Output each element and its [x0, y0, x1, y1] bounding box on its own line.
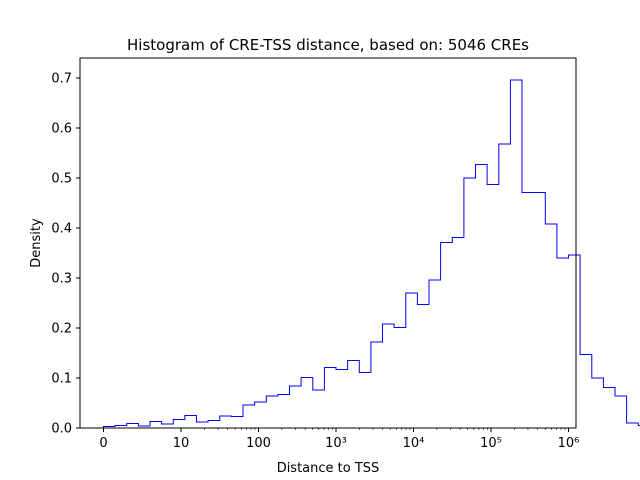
y-tick-label: 0.3	[51, 272, 72, 287]
x-axis-ticks: 0 10 100 10³ 10⁴ 10⁵ 10⁶	[99, 428, 579, 451]
y-tick-label: 0.2	[51, 322, 72, 337]
y-axis-label: Density	[29, 218, 44, 268]
x-tick-label: 10⁶	[558, 436, 580, 451]
x-tick-label: 0	[99, 436, 107, 451]
x-tick-label: 10	[173, 436, 190, 451]
y-tick-label: 0.6	[51, 122, 72, 137]
y-tick-label: 0.1	[51, 372, 72, 387]
x-tick-label: 100	[246, 436, 271, 451]
histogram-step-line	[103, 79, 640, 428]
y-axis-ticks: 0.0 0.1 0.2 0.3 0.4 0.5 0.6 0.7	[51, 72, 80, 437]
y-tick-label: 0.5	[51, 172, 72, 187]
plot-frame	[79, 57, 577, 429]
y-tick-label: 0.7	[51, 72, 72, 87]
x-tick-label: 10⁴	[403, 436, 425, 451]
y-tick-label: 0.4	[51, 222, 72, 237]
x-tick-label: 10⁵	[480, 436, 502, 451]
x-axis-label: Distance to TSS	[277, 461, 380, 476]
x-tick-label: 10³	[325, 436, 347, 451]
y-tick-label: 0.0	[51, 422, 72, 437]
chart-title: Histogram of CRE-TSS distance, based on:…	[127, 36, 529, 54]
